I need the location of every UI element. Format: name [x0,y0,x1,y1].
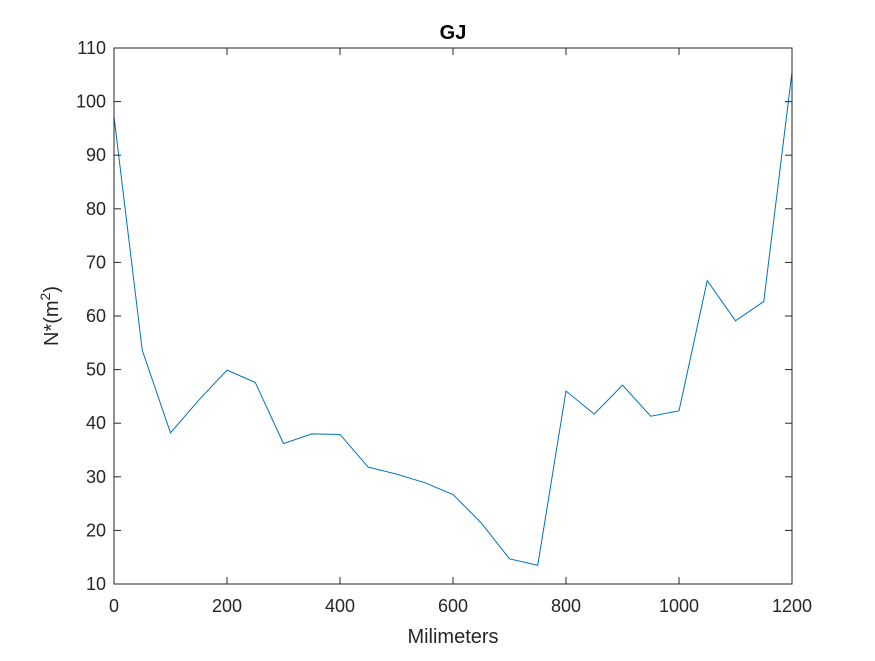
y-tick-label: 80 [86,199,106,219]
y-axis-label-main: N*(m [41,300,63,346]
y-tick-label: 10 [86,574,106,594]
y-tick-label: 40 [86,413,106,433]
y-tick-label: 100 [76,92,106,112]
y-tick-label: 90 [86,145,106,165]
y-axis-label-close: ) [41,286,63,293]
x-tick-label: 800 [551,596,581,616]
x-tick-label: 400 [325,596,355,616]
y-tick-label: 50 [86,360,106,380]
x-tick-label: 0 [109,596,119,616]
y-tick-label: 60 [86,306,106,326]
y-axis-label: N*(m2) [37,286,63,346]
x-tick-label: 1000 [659,596,699,616]
x-tick-label: 200 [212,596,242,616]
x-tick-label: 1200 [772,596,812,616]
y-tick-label: 110 [77,38,106,58]
y-axis-label-superscript: 2 [37,292,53,300]
chart-title: GJ [440,22,467,44]
y-tick-label: 20 [86,520,106,540]
x-tick-label: 600 [438,596,468,616]
y-tick-label: 70 [86,252,106,272]
x-axis-label: Milimeters [407,626,498,648]
plot-area [114,48,792,584]
y-tick-label: 30 [86,467,106,487]
